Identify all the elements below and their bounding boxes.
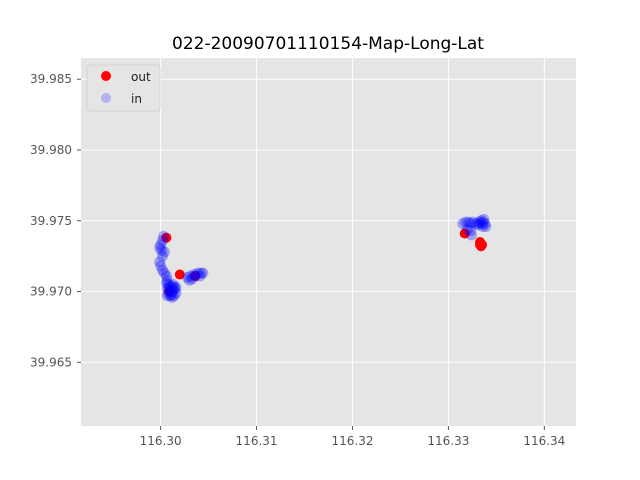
data-point-in [160,277,172,289]
data-point-in [158,267,170,279]
data-point-in [467,216,479,228]
legend-marker-in [101,93,111,103]
data-point-out [190,270,201,281]
data-point-in [162,278,174,290]
data-point-in [161,283,173,295]
data-point-in [477,220,489,232]
x-tick-label: 116.30 [140,434,182,448]
chart-title: 022-20090701110154-Map-Long-Lat [172,34,484,54]
y-tick-label: 39.975 [30,214,72,228]
data-point-in [195,267,207,279]
data-point-in [163,281,175,293]
data-point-in [477,216,489,228]
data-point-in [464,225,476,237]
data-point-in [170,281,182,293]
y-tick-label: 39.985 [30,72,72,86]
data-point-in [168,281,180,293]
data-point-in [162,287,174,299]
data-point-in [170,287,182,299]
legend: out in [86,64,161,112]
data-point-in [168,290,180,302]
data-points [154,213,492,303]
data-point-in [184,270,196,282]
data-point-in [157,250,169,262]
data-point-in [475,215,487,227]
data-point-in [473,216,485,228]
x-tick-label: 116.34 [523,434,565,448]
data-point-in [475,218,487,230]
plot-area [81,58,576,426]
data-point-in [167,278,179,290]
data-point-in [154,256,166,268]
data-point-in [163,284,175,296]
legend-label-in: in [131,92,142,106]
data-point-in [181,271,193,283]
data-point-in [166,291,178,303]
data-point-in [480,220,492,232]
data-point-in [478,213,490,225]
data-point-out [161,232,172,243]
data-point-in [161,290,173,302]
data-point-in [157,264,169,276]
data-point-in [156,244,168,256]
data-point-out [475,239,486,250]
data-point-in [479,218,491,230]
data-point-in [164,290,176,302]
data-point-in [192,267,204,279]
data-point-in [460,216,472,228]
data-point-in [189,270,201,282]
data-point-in [464,218,476,230]
data-point-in [472,219,484,231]
data-point-in [158,246,170,258]
data-point-in [470,218,482,230]
x-axis-ticks: 116.30 116.31 116.32 116.33 116.34 [140,426,565,448]
y-tick-label: 39.965 [30,355,72,369]
data-point-in [155,239,167,251]
data-point-in [169,283,181,295]
x-tick-label: 116.32 [331,434,373,448]
data-point-in [165,280,177,292]
data-point-in [166,286,178,298]
data-point-in [457,218,469,230]
y-axis-ticks: 39.965 39.970 39.975 39.980 39.985 [30,72,81,369]
data-point-out [164,286,175,297]
data-point-in [188,269,200,281]
data-point-out [174,269,185,280]
data-point-in [465,229,477,241]
legend-marker-out [101,71,111,81]
x-tick-label: 116.31 [236,434,278,448]
legend-label-out: out [131,70,151,84]
data-point-in [463,216,475,228]
y-tick-label: 39.980 [30,143,72,157]
data-point-in [155,260,167,272]
data-point-in [165,288,177,300]
data-point-out [459,228,470,239]
y-tick-label: 39.970 [30,285,72,299]
data-point-in [462,223,474,235]
data-point-in [160,270,172,282]
data-point-in [183,274,195,286]
data-point-in [157,235,169,247]
data-point-in [194,270,206,282]
data-point-in [167,284,179,296]
data-point-in [186,273,198,285]
gridlines [81,58,576,426]
data-point-in [158,230,169,242]
data-point-in [161,274,173,286]
x-tick-label: 116.33 [427,434,469,448]
data-point-in [154,242,166,254]
data-point-in [197,267,209,279]
